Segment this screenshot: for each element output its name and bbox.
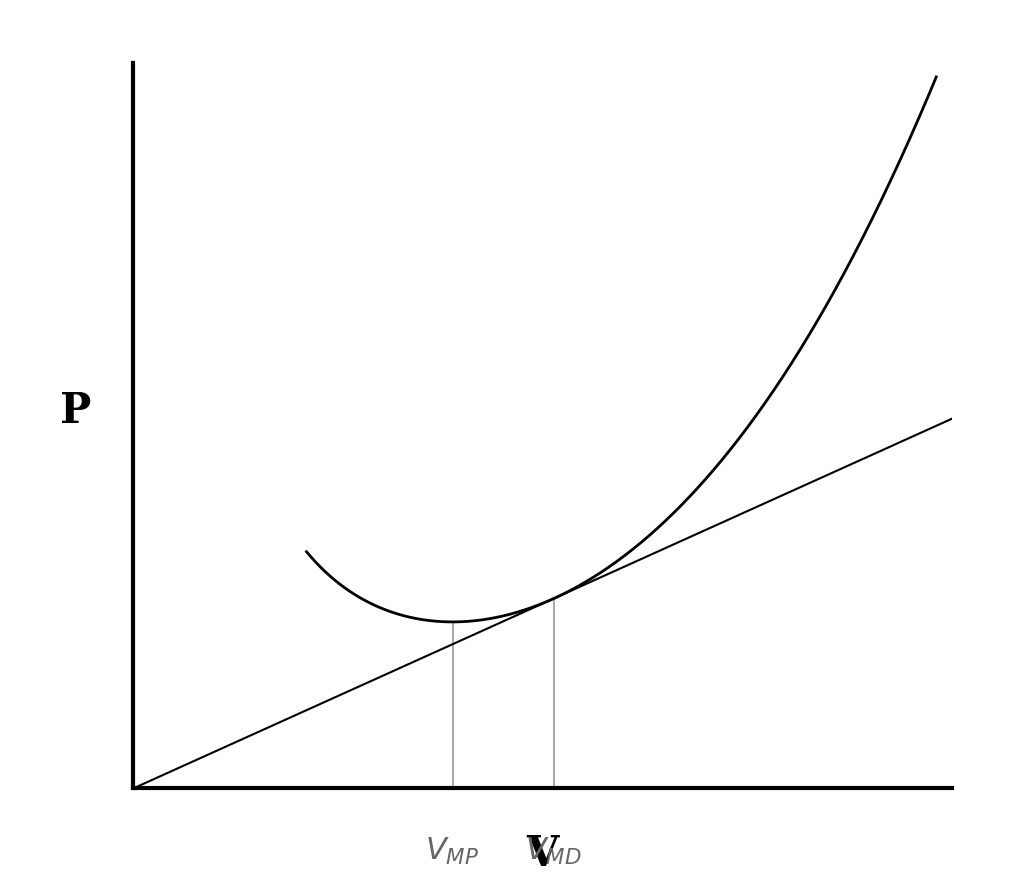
- Text: V: V: [526, 832, 559, 874]
- Text: $\mathit{V}_{\mathit{MP}}$: $\mathit{V}_{\mathit{MP}}$: [426, 836, 479, 866]
- Text: $\mathit{V}_{\mathit{MD}}$: $\mathit{V}_{\mathit{MD}}$: [525, 836, 582, 866]
- Text: P: P: [60, 390, 91, 432]
